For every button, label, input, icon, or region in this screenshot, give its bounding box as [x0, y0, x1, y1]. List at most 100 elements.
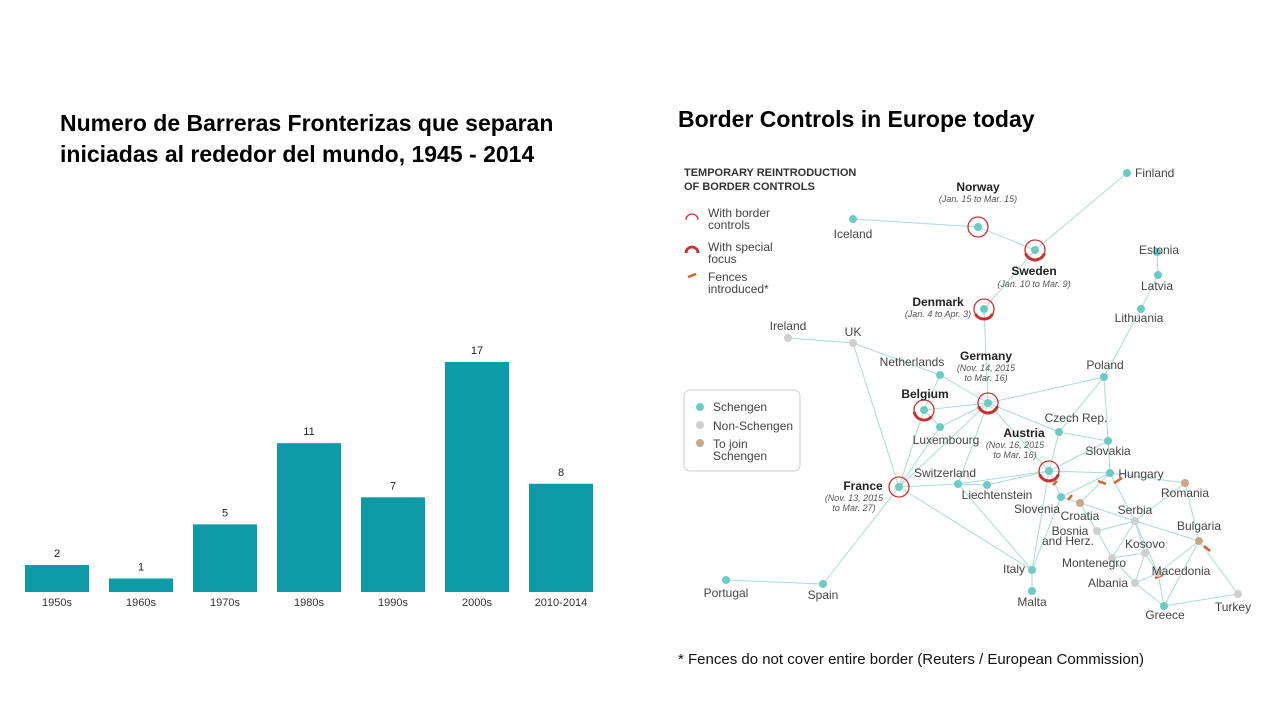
- label-hungary: Hungary: [1118, 467, 1163, 481]
- edge-serbia-bulgaria: [1134, 520, 1200, 542]
- edge-germany-switzerland: [957, 402, 989, 485]
- edge-france-italy: [898, 486, 1033, 571]
- edge-slovakia-hungary: [1107, 440, 1111, 474]
- label-albania: Albania: [1088, 576, 1128, 590]
- edge-serbia-kosovo: [1134, 520, 1146, 554]
- dates-denmark-1: (Jan. 4 to Apr. 3): [905, 309, 971, 319]
- node-czech: [1055, 428, 1063, 436]
- label-bulgaria: Bulgaria: [1177, 519, 1221, 533]
- bar-2000s: [445, 362, 509, 592]
- node-romania: [1181, 479, 1189, 487]
- bar-value-label: 7: [390, 480, 396, 492]
- dates-austria-2: to Mar. 16): [993, 450, 1036, 460]
- label-belgium: Belgium: [901, 387, 948, 401]
- edge-sweden-denmark: [983, 249, 1036, 310]
- map-edges: [725, 172, 1239, 607]
- node-netherlands: [936, 371, 944, 379]
- label-serbia: Serbia: [1118, 503, 1153, 517]
- node-malta: [1028, 587, 1036, 595]
- bar-chart-title-line-1: Numero de Barreras Fronterizas que separ…: [60, 110, 554, 136]
- bar-2010-2014: [529, 483, 593, 592]
- edge-czech-slovakia: [1058, 431, 1109, 442]
- x-tick-label: 2010-2014: [535, 597, 588, 609]
- node-luxembourg: [936, 423, 944, 431]
- fence-mark-3: [1113, 476, 1123, 485]
- node-croatia: [1076, 499, 1084, 507]
- edge-bulgaria-greece: [1163, 540, 1200, 607]
- edge-switzerland-liechtenstein: [957, 483, 988, 486]
- node-liechtenstein: [983, 481, 991, 489]
- edge-poland-slovakia: [1103, 376, 1109, 442]
- edge-montenegro-albania: [1111, 557, 1136, 584]
- legend-special-focus-line-2: focus: [708, 252, 737, 266]
- node-hungary: [1106, 469, 1114, 477]
- node-latvia: [1154, 271, 1162, 279]
- belgium-special-focus-arc: [912, 411, 933, 422]
- special-focus-arc-icon: [684, 245, 700, 254]
- node-lithuania: [1137, 305, 1145, 313]
- edge-austria-hungary: [1048, 470, 1111, 474]
- legend-non-schengen: Non-Schengen: [713, 419, 793, 433]
- edge-uk-netherlands: [852, 342, 941, 376]
- legend-schengen: Schengen: [713, 400, 767, 414]
- bar-value-label: 17: [471, 345, 483, 357]
- edge-austria-italy: [1031, 470, 1050, 571]
- bar-value-label: 5: [222, 507, 228, 519]
- status-legend-box: [683, 389, 801, 472]
- label-poland: Poland: [1086, 358, 1123, 372]
- edge-serbia-romania: [1134, 482, 1186, 522]
- edge-greece-turkey: [1163, 593, 1239, 607]
- edge-macedonia-bulgaria: [1157, 540, 1200, 574]
- edge-norway-sweden: [977, 226, 1036, 251]
- x-tick-label: 1950s: [42, 597, 72, 609]
- europe-border-map: TEMPORARY REINTRODUCTION OF BORDER CONTR…: [683, 166, 1251, 622]
- map-nodes: [722, 169, 1242, 610]
- edge-uk-france: [852, 342, 900, 488]
- x-tick-label: 1980s: [294, 597, 324, 609]
- label-liechtenstein: Liechtenstein: [962, 488, 1033, 502]
- legend-fences-line-1: Fences: [708, 270, 747, 284]
- fence-mark-icon: [687, 272, 697, 279]
- map-control-markers: [888, 216, 1211, 580]
- edge-serbia-montenegro: [1111, 520, 1136, 559]
- node-spain: [819, 580, 827, 588]
- edge-kosovo-albania: [1134, 552, 1146, 584]
- dates-france-2: to Mar. 27): [832, 503, 875, 513]
- label-bosnia-line-1: Bosnia: [1052, 524, 1089, 538]
- label-montenegro: Montenegro: [1062, 556, 1126, 570]
- label-kosovo: Kosovo: [1125, 537, 1165, 551]
- legend-to-join-line-1: To join: [713, 437, 748, 451]
- label-austria: Austria: [1003, 426, 1045, 440]
- node-sweden: [1031, 246, 1039, 254]
- edge-albania-greece: [1134, 582, 1165, 607]
- label-spain: Spain: [808, 588, 839, 602]
- label-france: France: [843, 479, 883, 493]
- node-belgium: [920, 406, 928, 414]
- bar-chart-title: Numero de Barreras Fronterizas que separ…: [60, 108, 620, 170]
- label-slovenia: Slovenia: [1014, 502, 1060, 516]
- x-tick-label: 1990s: [378, 597, 408, 609]
- node-italy: [1028, 566, 1036, 574]
- node-slovakia: [1104, 437, 1112, 445]
- x-tick-label: 1970s: [210, 597, 240, 609]
- label-slovakia: Slovakia: [1085, 444, 1131, 458]
- schengen-dot-icon: [696, 403, 704, 411]
- edge-latvia-lithuania: [1140, 274, 1159, 310]
- node-albania: [1131, 579, 1139, 587]
- fence-mark-2: [1097, 479, 1107, 486]
- edge-belgium-france: [898, 409, 925, 488]
- x-tick-label: 2000s: [462, 597, 492, 609]
- legend-border-controls-line-2: controls: [708, 218, 750, 232]
- label-estonia: Estonia: [1139, 243, 1179, 257]
- non-schengen-dot-icon: [696, 421, 704, 429]
- edge-serbia-bosnia: [1096, 520, 1136, 532]
- dates-austria-1: (Nov. 16, 2015: [986, 440, 1045, 450]
- edge-macedonia-greece: [1157, 572, 1165, 607]
- edge-bulgaria-turkey: [1198, 540, 1239, 595]
- edge-hungary-romania: [1109, 472, 1186, 484]
- fence-mark-1: [1067, 494, 1073, 501]
- bar-chart-title-line-2: iniciadas al rededor del mundo, 1945 - 2…: [60, 141, 535, 167]
- bar-chart: 2 1950s 1 1960s 5 1970s 11 1980s 7 1990s 17 2000s 8 2…: [25, 345, 593, 609]
- edge-luxembourg-france: [898, 426, 941, 488]
- x-tick-label: 1960s: [126, 597, 156, 609]
